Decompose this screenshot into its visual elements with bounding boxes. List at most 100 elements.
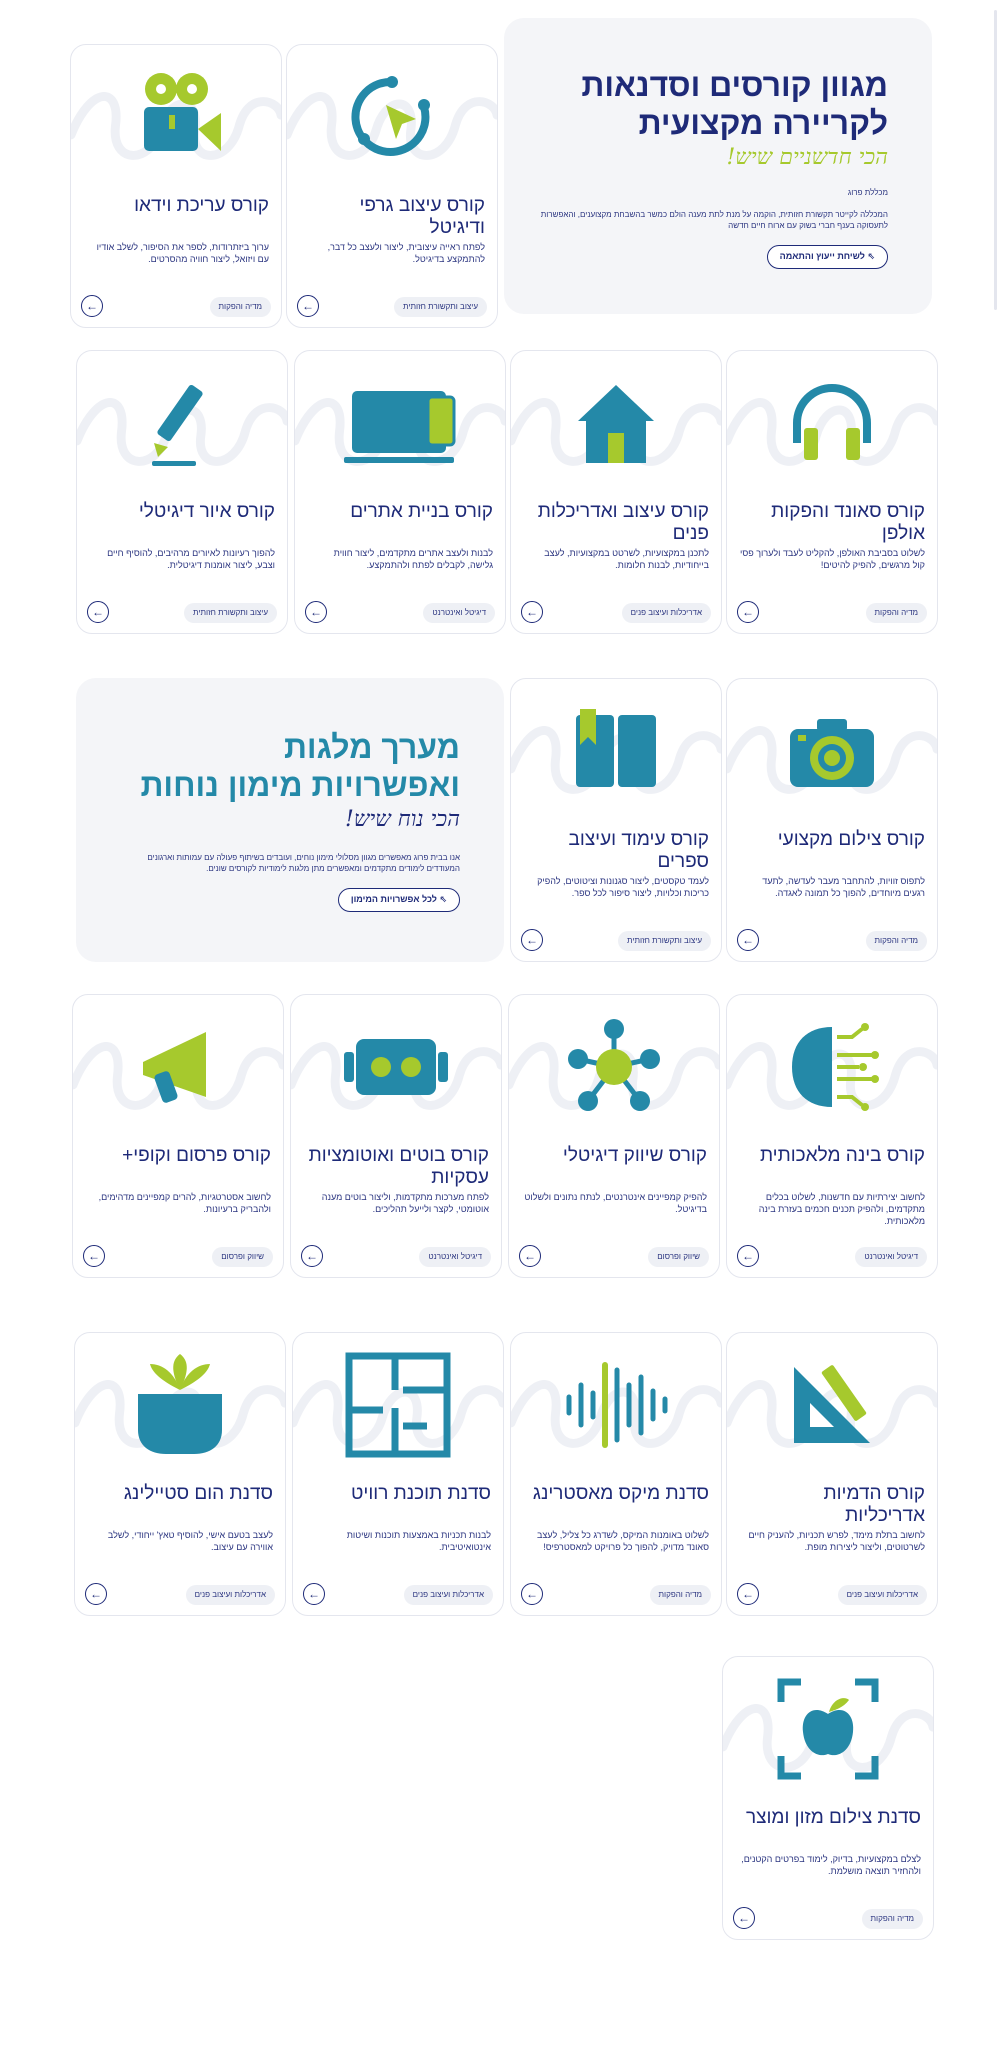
category-tag[interactable]: עיצוב ותקשורת חזותית xyxy=(184,603,277,623)
category-tag[interactable]: עיצוב ותקשורת חזותית xyxy=(618,931,711,951)
background-squiggle xyxy=(71,92,281,160)
camera-icon xyxy=(727,691,937,811)
category-tag[interactable]: אדריכלות ועיצוב פנים xyxy=(185,1585,275,1605)
course-description: לחשוב יצירתיות עם חדשנות, לשלוט בכלים מת… xyxy=(758,1192,925,1226)
course-card-marketing[interactable]: קורס שיווק דיגיטלי להפיק קמפיינים אינטרנט… xyxy=(508,994,720,1278)
course-card-interior[interactable]: קורס עיצוב ואדריכלות פנים לתכנן במקצועיות… xyxy=(510,350,722,634)
arrow-left-icon[interactable]: ← xyxy=(83,1245,105,1267)
arrow-left-icon[interactable]: ← xyxy=(85,1583,107,1605)
course-card-ai[interactable]: קורס בינה מלאכותית לחשוב יצירתיות עם חדשנ… xyxy=(726,994,938,1278)
category-tag[interactable]: דיגיטל ואינטרנט xyxy=(855,1247,927,1267)
network-icon xyxy=(509,1007,719,1127)
course-card-graphic[interactable]: קורס עיצוב גרפי ודיגיטל לפתח ראייה עיצובי… xyxy=(286,44,498,328)
arrow-left-icon[interactable]: ← xyxy=(305,601,327,623)
course-description: לבנות תכניות באמצעות תוכנות ושיטות אינטו… xyxy=(346,1530,491,1552)
category-tag[interactable]: מדיה והפקות xyxy=(209,297,271,317)
course-description: לתפוס זוויות, להתחבר מעבר לעדשה, לתעד רג… xyxy=(762,876,925,898)
course-card-revit[interactable]: סדנת תוכנת רוויט לבנות תכניות באמצעות תוכ… xyxy=(292,1332,504,1616)
arrow-up-left-icon: ⇖ xyxy=(864,251,875,261)
category-tag[interactable]: מדיה והפקות xyxy=(865,931,927,951)
category-tag[interactable]: שיווק ופרסום xyxy=(212,1247,273,1267)
arrow-left-icon[interactable]: ← xyxy=(519,1245,541,1267)
background-squiggle xyxy=(75,1380,285,1448)
course-title: סדנת מיקס מאסטרינג xyxy=(532,1483,709,1504)
category-tag[interactable]: אדריכלות ועיצוב פנים xyxy=(403,1585,493,1605)
course-description: לעמד טקסטים, ליצור סגנונות וציטוטים, להפ… xyxy=(537,876,709,898)
course-description: לפתח מערכות מתקדמות, וליצור בוטים מענה א… xyxy=(321,1192,489,1214)
category-tag[interactable]: אדריכלות ועיצוב פנים xyxy=(621,603,711,623)
arrow-left-icon[interactable]: ← xyxy=(87,601,109,623)
category-tag[interactable]: מדיה והפקות xyxy=(865,603,927,623)
arrow-left-icon[interactable]: ← xyxy=(737,929,759,951)
course-card-sound[interactable]: קורס סאונד והפקות אולפן לשלוט בסביבת האול… xyxy=(726,350,938,634)
category-tag[interactable]: אדריכלות ועיצוב פנים xyxy=(837,1585,927,1605)
scrollbar[interactable] xyxy=(994,10,997,310)
financing-button-label: לכל אפשרויות המימון xyxy=(350,894,437,904)
course-description: לשלוט באומנות המיקס, לשדרג כל צליל, לעצב… xyxy=(537,1530,709,1552)
arrow-left-icon[interactable]: ← xyxy=(301,1245,323,1267)
course-card-illustration[interactable]: קורס איור דיגיטלי להפוך רעיונות לאיורים מ… xyxy=(76,350,288,634)
category-tag[interactable]: מדיה והפקות xyxy=(861,1909,923,1929)
robot-icon xyxy=(291,1007,501,1127)
house-icon xyxy=(511,363,721,483)
arrow-left-icon[interactable]: ← xyxy=(521,601,543,623)
hero-main: מגוון קורסים וסדנאות לקריירה מקצועית הכי… xyxy=(504,18,932,314)
hero-subtitle: מכללת פרוג xyxy=(847,188,888,197)
arrow-left-icon[interactable]: ← xyxy=(737,1245,759,1267)
arrow-left-icon[interactable]: ← xyxy=(521,929,543,951)
course-card-bots[interactable]: קורס בוטים ואוטומציות עסקיות לפתח מערכות … xyxy=(290,994,502,1278)
course-card-ads[interactable]: קורס פרסום וקופי+ לחשוב אסטרטגיות, להרים … xyxy=(72,994,284,1278)
category-tag[interactable]: מדיה והפקות xyxy=(649,1585,711,1605)
ruler-pencil-icon xyxy=(727,1345,937,1465)
category-tag[interactable]: דיגיטל ואינטרנט xyxy=(419,1247,491,1267)
film-camera-icon xyxy=(71,57,281,177)
course-card-mix[interactable]: סדנת מיקס מאסטרינג לשלוט באומנות המיקס, ל… xyxy=(510,1332,722,1616)
course-card-photo[interactable]: קורס צילום מקצועי לתפוס זוויות, להתחבר מע… xyxy=(726,678,938,962)
course-card-video[interactable]: קורס עריכת וידאו ערוך ביזתרודות, לספר את … xyxy=(70,44,282,328)
course-title: קורס שיווק דיגיטלי xyxy=(562,1145,707,1166)
arrow-left-icon[interactable]: ← xyxy=(297,295,319,317)
course-title: קורס בוטים ואוטומציות עסקיות xyxy=(308,1145,489,1188)
arrow-left-icon[interactable]: ← xyxy=(521,1583,543,1605)
consult-button-label: לשיחת ייעוץ והתאמה xyxy=(779,251,865,261)
megaphone-icon xyxy=(73,1007,283,1127)
cursor-cycle-icon xyxy=(287,57,497,177)
course-title: קורס איור דיגיטלי xyxy=(138,501,275,522)
hero2-script-tagline: הכי נוח שיש! xyxy=(345,807,460,832)
arrow-left-icon[interactable]: ← xyxy=(733,1907,755,1929)
course-card-homestyling[interactable]: סדנת הום סטיילינג לעצב בטעם אישי, להוסיף … xyxy=(74,1332,286,1616)
course-title: קורס עימוד ועיצוב ספרים xyxy=(568,829,709,872)
hero2-title-line1: מערך מלגות xyxy=(283,729,460,765)
headphones-icon xyxy=(727,363,937,483)
category-tag[interactable]: דיגיטל ואינטרנט xyxy=(423,603,495,623)
consult-button[interactable]: ⇖ לשיחת ייעוץ והתאמה xyxy=(766,245,888,269)
arrow-left-icon[interactable]: ← xyxy=(81,295,103,317)
hero-title-line1: מגוון קורסים וסדנאות xyxy=(581,67,888,103)
course-title: קורס הדמיות אדריכליות xyxy=(823,1483,925,1526)
plant-pot-icon xyxy=(75,1345,285,1465)
course-card-archviz[interactable]: קורס הדמיות אדריכליות לחשוב בתלת מימד, לפ… xyxy=(726,1332,938,1616)
course-title: סדנת צילום מזון ומוצר xyxy=(745,1807,921,1828)
category-tag[interactable]: שיווק ופרסום xyxy=(648,1247,709,1267)
background-squiggle xyxy=(293,1380,503,1448)
arrow-left-icon[interactable]: ← xyxy=(737,1583,759,1605)
course-description: לצלם במקצועיות, בדיוק, לימוד בפרטים הקטנ… xyxy=(741,1854,921,1876)
ai-brain-icon xyxy=(727,1007,937,1127)
book-icon xyxy=(511,691,721,811)
course-description: להפיק קמפיינים אינטרנטים, לנתח נתונים ול… xyxy=(524,1192,707,1214)
floorplan-icon xyxy=(293,1345,503,1465)
course-card-food[interactable]: סדנת צילום מזון ומוצר לצלם במקצועיות, בדי… xyxy=(722,1656,934,1940)
apple-focus-icon xyxy=(723,1669,933,1789)
course-description: לבנות ולעצב אתרים מתקדמים, ליצור חווית ג… xyxy=(333,548,493,570)
hero-title-line2: לקריירה מקצועית xyxy=(638,105,888,141)
course-description: לעצב בטעם אישי, להוסיף טאץ' ייחודי, לשלב… xyxy=(107,1530,273,1552)
course-description: לחשוב בתלת מימד, לפרש תכניות, להעניק חיי… xyxy=(748,1530,925,1552)
course-card-web[interactable]: קורס בניית אתרים לבנות ולעצב אתרים מתקדמי… xyxy=(294,350,506,634)
category-tag[interactable]: עיצוב ותקשורת חזותית xyxy=(394,297,487,317)
course-description: לשלוט בסביבת האולפן, להקליט לעבד ולערוך … xyxy=(740,548,925,570)
financing-button[interactable]: ⇖ לכל אפשרויות המימון xyxy=(337,888,460,912)
arrow-left-icon[interactable]: ← xyxy=(303,1583,325,1605)
course-title: קורס צילום מקצועי xyxy=(777,829,925,850)
arrow-left-icon[interactable]: ← xyxy=(737,601,759,623)
course-card-books[interactable]: קורס עימוד ועיצוב ספרים לעמד טקסטים, ליצו… xyxy=(510,678,722,962)
